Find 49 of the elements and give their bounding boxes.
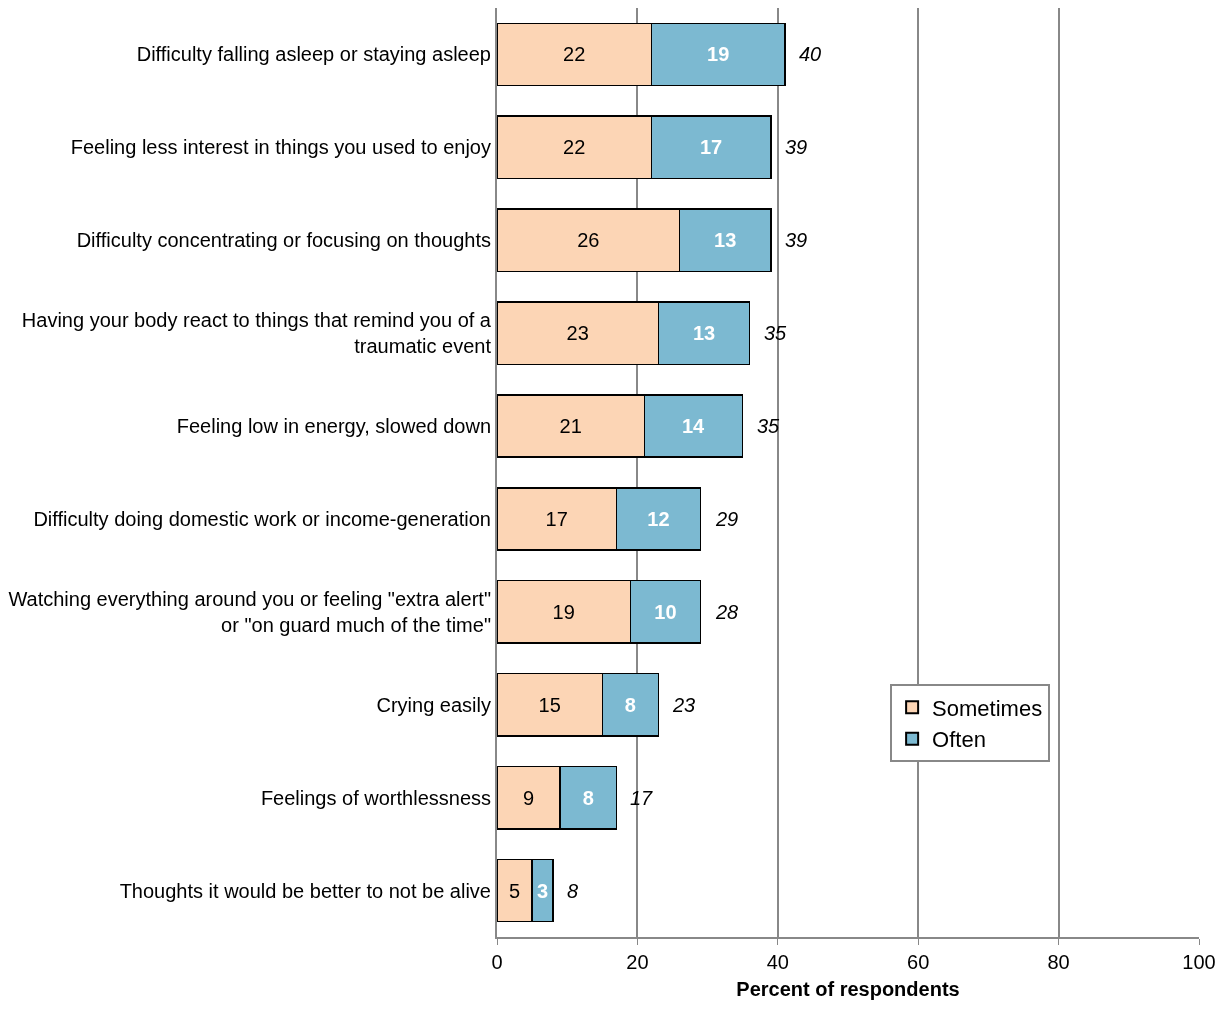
data-label: 14 — [682, 415, 706, 438]
y-tick-label: Feeling low in energy, slowed down — [176, 415, 491, 438]
data-label: 21 — [559, 415, 582, 438]
total-label: 35 — [757, 415, 781, 437]
total-label: 39 — [785, 136, 808, 158]
total-label: 39 — [785, 229, 808, 251]
data-label: 3 — [537, 879, 549, 902]
y-tick-label: Having your body react to things that remind you of a traumatic event — [21, 309, 492, 358]
data-label: 13 — [714, 229, 737, 252]
data-label: 22 — [563, 43, 586, 66]
data-label: 17 — [545, 507, 568, 530]
x-tick-label: 40 — [766, 951, 789, 973]
data-label: 10 — [654, 600, 677, 623]
y-tick-label: Difficulty falling asleep or staying asleep — [136, 43, 491, 66]
data-label: 5 — [508, 879, 521, 902]
y-tick-label: Thoughts it would be better to not be alive — [119, 879, 491, 902]
total-label: 8 — [567, 880, 579, 902]
data-label: 8 — [624, 693, 636, 716]
y-tick-label: Watching everything around you or feeling "extra alert" or "on guard much of the time" — [8, 587, 491, 636]
y-tick-label: Feeling less interest in things you used to enjoy — [70, 136, 491, 159]
y-tick-label: Difficulty concentrating or focusing on thoughts — [76, 229, 491, 252]
x-tick-label: 20 — [626, 951, 649, 973]
data-label: 23 — [566, 322, 589, 345]
legend-label: Often — [932, 727, 986, 753]
x-tick-label: 80 — [1047, 951, 1070, 973]
legend-label: Sometimes — [932, 695, 1043, 721]
total-label: 23 — [672, 694, 696, 716]
x-tick-label: 0 — [491, 951, 503, 973]
total-label: 28 — [715, 601, 739, 623]
y-tick-label: Crying easily — [376, 693, 491, 716]
y-tick-label: Difficulty doing domestic work or income-generation — [33, 507, 491, 530]
data-label: 9 — [523, 786, 535, 809]
data-label: 12 — [647, 507, 670, 530]
total-label: 40 — [799, 43, 822, 65]
data-label: 17 — [699, 136, 723, 159]
x-axis-title: Percent of respondents — [736, 978, 960, 1000]
data-label: 19 — [552, 600, 575, 623]
x-tick-label: 100 — [1182, 951, 1216, 973]
data-label: 15 — [538, 693, 561, 716]
y-tick-label: Feelings of worthlessness — [260, 786, 491, 809]
data-label: 13 — [692, 322, 716, 345]
total-label: 29 — [715, 508, 739, 530]
data-label: 8 — [582, 786, 594, 809]
total-label: 35 — [764, 322, 788, 344]
data-label: 19 — [707, 43, 730, 66]
x-tick-label: 60 — [907, 951, 930, 973]
data-label: 22 — [563, 136, 586, 159]
data-label: 26 — [577, 229, 600, 252]
total-label: 17 — [630, 787, 654, 809]
